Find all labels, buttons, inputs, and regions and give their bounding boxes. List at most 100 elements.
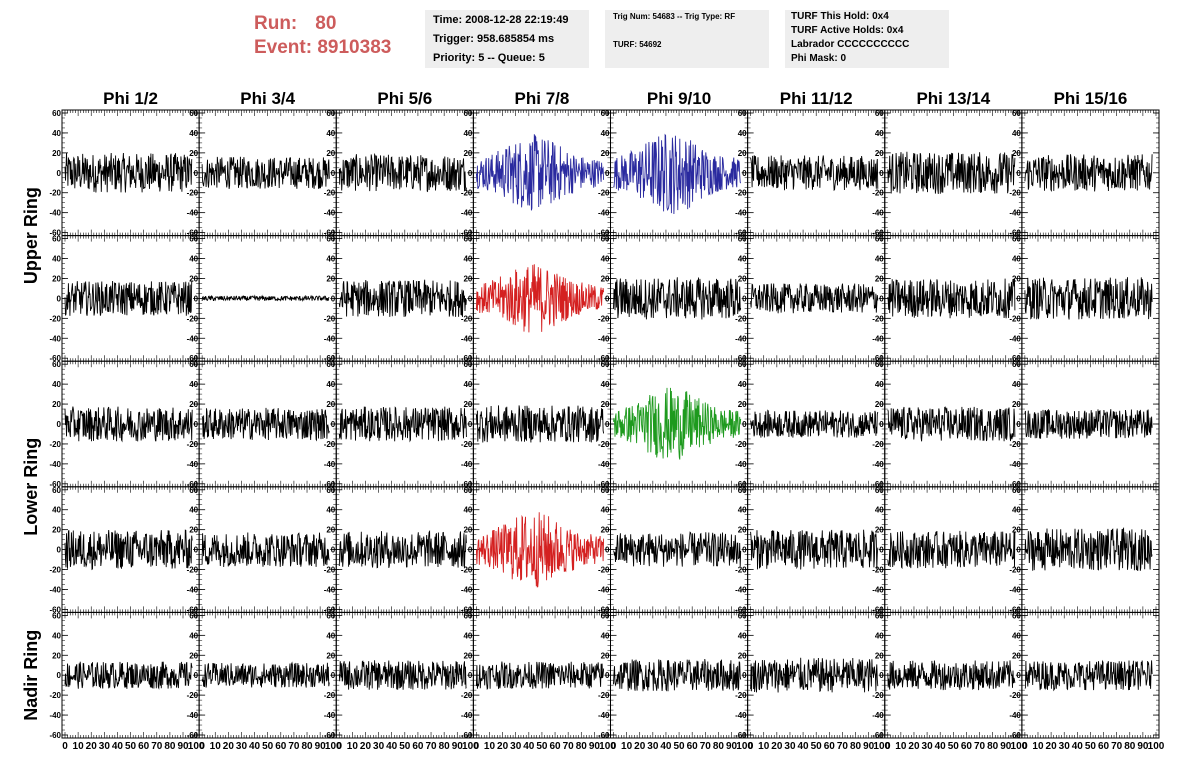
labrador-text: Labrador CCCCCCCCCC bbox=[791, 39, 910, 50]
y-tick-label: 0 bbox=[468, 294, 473, 303]
y-tick-label: -60 bbox=[461, 354, 473, 363]
waveform-trace bbox=[750, 409, 879, 438]
waveform-trace bbox=[613, 277, 742, 320]
y-tick-label: -40 bbox=[49, 585, 61, 594]
y-tick-label: 20 bbox=[601, 149, 610, 158]
y-tick-label: 60 bbox=[601, 486, 610, 495]
waveform-trace bbox=[64, 406, 193, 443]
column-header: Phi 13/14 bbox=[916, 89, 990, 108]
y-tick-label: 60 bbox=[52, 360, 61, 369]
run-label: Run: bbox=[254, 13, 298, 34]
y-tick-label: 40 bbox=[738, 255, 747, 264]
turf-text: TURF: 54692 bbox=[613, 40, 662, 49]
y-tick-label: 0 bbox=[1016, 169, 1021, 178]
y-tick-label: -20 bbox=[1009, 314, 1021, 323]
y-tick-label: -60 bbox=[324, 605, 336, 614]
y-tick-label: -60 bbox=[187, 354, 199, 363]
y-tick-label: 20 bbox=[601, 526, 610, 535]
y-tick-label: -40 bbox=[598, 460, 610, 469]
y-tick-label: -20 bbox=[461, 189, 473, 198]
waveform-trace bbox=[1024, 277, 1153, 320]
y-tick-label: -20 bbox=[49, 440, 61, 449]
y-tick-label: -40 bbox=[872, 460, 884, 469]
y-tick-label: -60 bbox=[49, 354, 61, 363]
y-tick-label: 0 bbox=[57, 294, 62, 303]
y-tick-label: -20 bbox=[735, 189, 747, 198]
y-tick-label: 40 bbox=[875, 129, 884, 138]
y-tick-label: 20 bbox=[875, 149, 884, 158]
y-tick-label: -20 bbox=[872, 314, 884, 323]
y-tick-label: -40 bbox=[324, 334, 336, 343]
y-tick-label: 20 bbox=[326, 274, 335, 283]
y-tick-label: -40 bbox=[324, 209, 336, 218]
y-tick-label: -60 bbox=[324, 480, 336, 489]
y-tick-label: 60 bbox=[1012, 360, 1021, 369]
time-text: Time: 2008-12-28 22:19:49 bbox=[433, 14, 569, 26]
y-tick-label: 60 bbox=[875, 109, 884, 118]
y-tick-label: -60 bbox=[49, 605, 61, 614]
y-tick-label: 60 bbox=[463, 109, 472, 118]
y-tick-label: 60 bbox=[189, 360, 198, 369]
run-event-block: Run: 80 Event: 8910383 bbox=[254, 12, 391, 60]
y-tick-label: 20 bbox=[52, 400, 61, 409]
y-tick-label: -60 bbox=[461, 480, 473, 489]
y-tick-label: -60 bbox=[461, 229, 473, 238]
waveform-trace bbox=[475, 134, 605, 211]
y-tick-label: 0 bbox=[468, 169, 473, 178]
y-tick-label: 0 bbox=[605, 420, 610, 429]
y-tick-label: 60 bbox=[463, 235, 472, 244]
column-header: Phi 15/16 bbox=[1054, 89, 1128, 108]
y-tick-label: -60 bbox=[461, 605, 473, 614]
y-tick-label: 60 bbox=[738, 235, 747, 244]
y-tick-label: 40 bbox=[52, 255, 61, 264]
y-tick-label: 20 bbox=[875, 400, 884, 409]
y-tick-label: -40 bbox=[461, 460, 473, 469]
y-tick-label: -20 bbox=[872, 189, 884, 198]
y-tick-label: -40 bbox=[324, 585, 336, 594]
time-info-box: Time: 2008-12-28 22:19:49 Trigger: 958.6… bbox=[425, 10, 589, 68]
y-tick-label: 0 bbox=[331, 294, 336, 303]
y-tick-label: -60 bbox=[187, 229, 199, 238]
waveform-trace bbox=[338, 279, 467, 317]
y-tick-label: -20 bbox=[461, 440, 473, 449]
waveform-trace bbox=[201, 156, 330, 189]
y-tick-label: 40 bbox=[189, 255, 198, 264]
y-tick-label: -20 bbox=[735, 440, 747, 449]
y-tick-label: 20 bbox=[463, 400, 472, 409]
y-tick-label: -60 bbox=[187, 605, 199, 614]
y-tick-label: -20 bbox=[1009, 189, 1021, 198]
waveform-trace bbox=[201, 294, 330, 303]
y-tick-label: -20 bbox=[187, 314, 199, 323]
y-tick-label: -40 bbox=[735, 460, 747, 469]
y-tick-label: 40 bbox=[52, 506, 61, 515]
y-tick-label: 0 bbox=[605, 169, 610, 178]
y-tick-label: 20 bbox=[189, 526, 198, 535]
waveform-trace bbox=[338, 530, 467, 569]
column-header: Phi 3/4 bbox=[240, 89, 295, 108]
y-tick-label: -40 bbox=[461, 334, 473, 343]
y-tick-label: 20 bbox=[601, 400, 610, 409]
y-tick-label: 60 bbox=[875, 360, 884, 369]
y-tick-label: 40 bbox=[738, 380, 747, 389]
waveform-trace bbox=[750, 283, 879, 314]
y-tick-label: 0 bbox=[57, 169, 62, 178]
ring-label: Nadir Ring bbox=[21, 630, 41, 721]
y-tick-label: 0 bbox=[1016, 420, 1021, 429]
y-tick-label: 60 bbox=[326, 109, 335, 118]
ring-label: Upper Ring bbox=[21, 187, 41, 284]
trig-num-text: Trig Num: 54683 -- Trig Type: RF bbox=[613, 12, 736, 21]
turf-hold-text: TURF This Hold: 0x4 bbox=[791, 11, 889, 22]
y-tick-label: -60 bbox=[1009, 354, 1021, 363]
waveform-trace bbox=[750, 155, 879, 192]
trig-info-box: Trig Num: 54683 -- Trig Type: RF TURF: 5… bbox=[605, 10, 769, 68]
y-tick-label: -20 bbox=[324, 189, 336, 198]
y-tick-label: -60 bbox=[872, 229, 884, 238]
y-tick-label: 0 bbox=[879, 169, 884, 178]
y-tick-label: -40 bbox=[598, 585, 610, 594]
event-value: 8910383 bbox=[317, 37, 392, 58]
y-tick-label: -40 bbox=[461, 585, 473, 594]
y-tick-label: 40 bbox=[601, 506, 610, 515]
y-tick-label: -40 bbox=[1009, 460, 1021, 469]
waveform-trace bbox=[475, 264, 605, 333]
y-tick-label: -20 bbox=[49, 314, 61, 323]
